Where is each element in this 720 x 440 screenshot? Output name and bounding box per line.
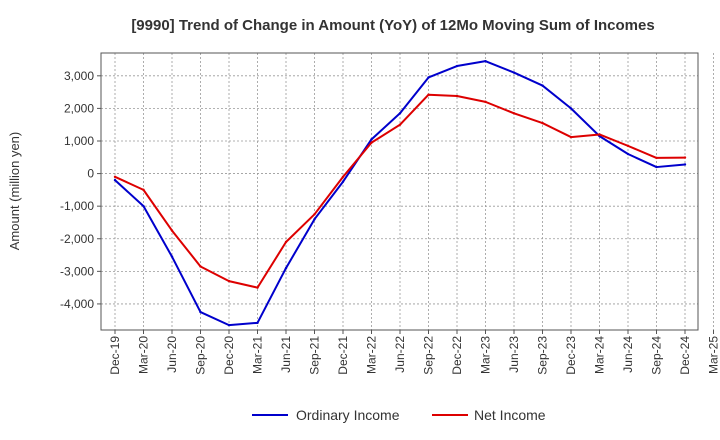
data-point: [484, 59, 487, 63]
y-tick-label: -4,000: [60, 297, 94, 311]
x-tick-label: Jun-21: [279, 336, 293, 373]
y-tick-label: -2,000: [60, 232, 94, 246]
data-point: [341, 180, 345, 183]
data-point: [142, 204, 145, 208]
plot-area: [100, 52, 699, 331]
data-point: [256, 286, 259, 289]
data-point: [655, 165, 658, 169]
x-tick-label: Dec-20: [222, 336, 236, 375]
data-point: [569, 107, 573, 110]
x-tick-label: Mar-25: [707, 336, 720, 374]
legend-label-net-income: Net Income: [474, 407, 546, 423]
x-axis: Dec-19 Mar-20 Jun-20 Sep-20 Dec-20 Mar-21 Jun-…: [108, 330, 720, 375]
y-axis: 3,000 2,000 1,000 0 -1,000 -2,000 -3,000 -4,000: [60, 69, 101, 311]
grid: [101, 53, 714, 330]
data-point: [683, 163, 687, 166]
data-point: [484, 100, 487, 104]
legend: Ordinary Income Net Income: [252, 407, 546, 423]
data-point: [626, 152, 630, 156]
x-tick-label: Jun-23: [507, 336, 521, 373]
data-point: [170, 229, 174, 232]
x-tick-label: Dec-24: [678, 336, 692, 375]
data-point: [455, 94, 459, 98]
x-tick-label: Jun-22: [393, 336, 407, 373]
data-point: [512, 112, 516, 115]
y-axis-label: Amount (million yen): [7, 132, 22, 251]
x-tick-label: Sep-24: [650, 336, 664, 375]
data-point: [655, 156, 658, 160]
data-point: [683, 156, 687, 159]
legend-label-ordinary-income: Ordinary Income: [296, 407, 400, 423]
x-tick-label: Dec-21: [336, 336, 350, 375]
x-tick-label: Mar-20: [137, 336, 151, 374]
data-point: [113, 178, 117, 182]
x-tick-label: Sep-23: [536, 336, 550, 375]
data-point: [142, 188, 145, 192]
data-point: [113, 175, 117, 179]
data-point: [313, 213, 316, 216]
x-tick-label: Mar-23: [479, 336, 493, 374]
series-lines: [113, 59, 687, 327]
data-point: [170, 255, 174, 258]
data-point: [512, 71, 516, 74]
data-point: [569, 135, 573, 139]
x-tick-label: Sep-20: [194, 336, 208, 375]
data-point: [341, 175, 345, 179]
data-point: [598, 133, 601, 136]
x-tick-label: Sep-21: [308, 336, 322, 375]
x-tick-label: Mar-22: [365, 336, 379, 374]
x-tick-label: Mar-24: [593, 336, 607, 374]
y-tick-label: -3,000: [60, 264, 94, 278]
y-tick-label: -1,000: [60, 199, 94, 213]
chart-title: [9990] Trend of Change in Amount (YoY) o…: [131, 17, 654, 34]
data-point: [398, 123, 402, 126]
data-point: [199, 265, 202, 268]
data-point: [541, 121, 544, 125]
y-tick-label: 3,000: [64, 69, 94, 83]
data-point: [541, 84, 544, 87]
x-tick-label: Sep-22: [422, 336, 436, 375]
x-tick-label: Jun-24: [621, 336, 635, 373]
data-point: [284, 240, 288, 244]
data-point: [284, 266, 288, 270]
data-point: [427, 93, 430, 96]
data-point: [227, 323, 231, 327]
x-tick-label: Mar-21: [251, 336, 265, 374]
data-point: [626, 144, 630, 148]
data-point: [427, 76, 430, 79]
x-tick-label: Dec-23: [564, 336, 578, 375]
y-tick-label: 2,000: [64, 101, 94, 115]
data-point: [398, 112, 402, 115]
data-point: [256, 321, 259, 325]
data-point: [199, 310, 202, 314]
y-tick-label: 1,000: [64, 134, 94, 148]
data-point: [370, 141, 373, 144]
data-point: [227, 279, 231, 283]
data-point: [313, 218, 316, 221]
data-point: [455, 64, 459, 68]
x-tick-label: Jun-20: [165, 336, 179, 373]
x-tick-label: Dec-22: [450, 336, 464, 375]
y-tick-label: 0: [87, 167, 94, 181]
data-point: [370, 138, 373, 141]
x-tick-label: Dec-19: [108, 336, 122, 375]
